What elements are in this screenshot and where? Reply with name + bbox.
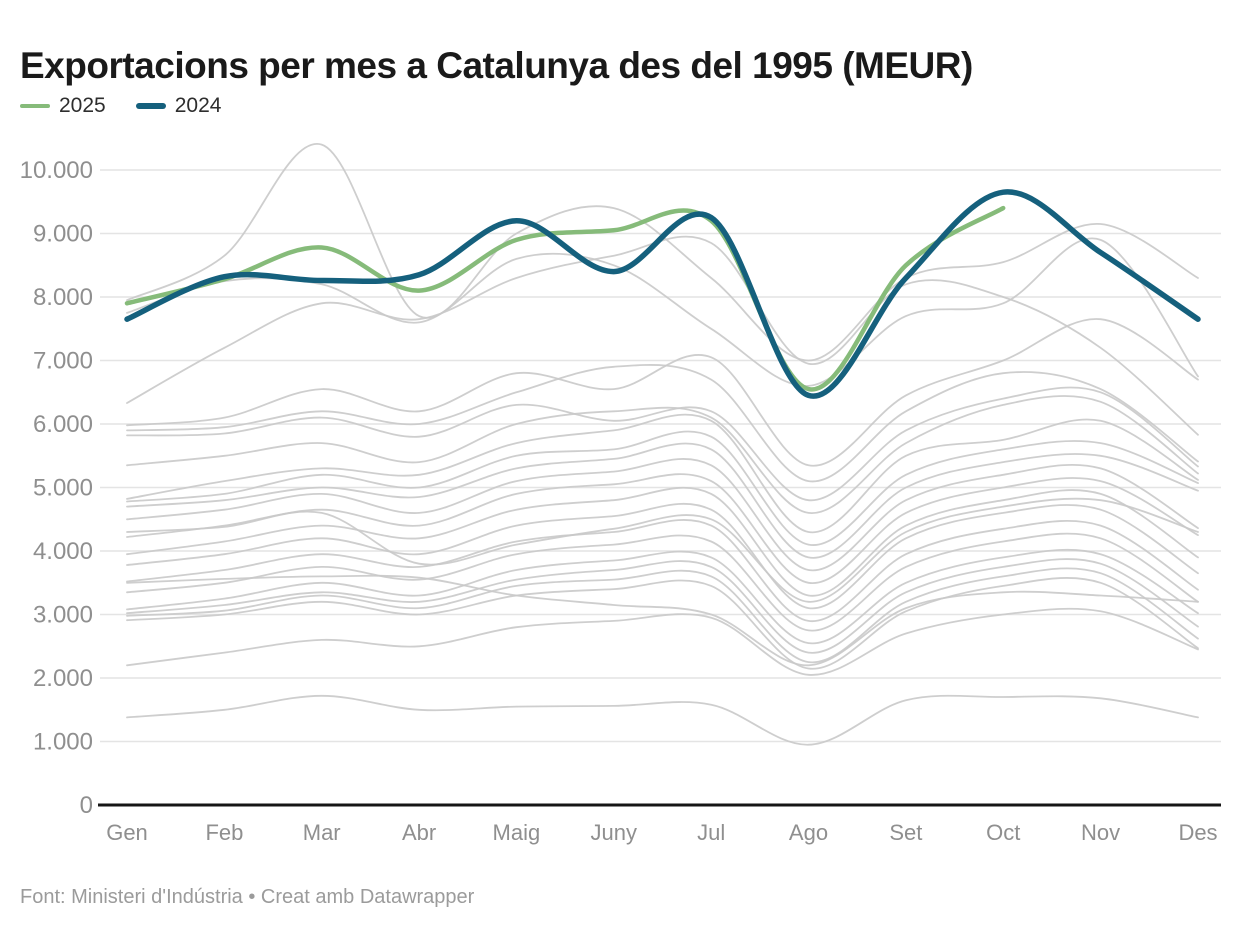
background-year-line bbox=[126, 386, 1199, 502]
x-tick-label: Gen bbox=[106, 820, 148, 845]
background-year-line bbox=[126, 430, 1199, 546]
y-tick-label: 4.000 bbox=[33, 538, 93, 565]
background-year-line bbox=[126, 413, 1199, 533]
x-tick-label: Set bbox=[889, 820, 922, 845]
x-tick-label: Maig bbox=[493, 820, 541, 845]
background-year-line bbox=[126, 694, 1199, 746]
y-tick-label: 6.000 bbox=[33, 411, 93, 438]
y-tick-label: 5.000 bbox=[33, 475, 93, 502]
background-year-line bbox=[126, 558, 1199, 654]
line-2025[interactable] bbox=[124, 205, 1006, 392]
x-tick-label: Nov bbox=[1081, 820, 1120, 845]
x-tick-label: Abr bbox=[402, 820, 436, 845]
background-year-line bbox=[126, 442, 1199, 559]
background-year-line bbox=[126, 143, 1199, 362]
background-year-line bbox=[126, 497, 1199, 603]
background-year-line bbox=[126, 607, 1199, 676]
background-year-line bbox=[126, 318, 1199, 467]
x-tick-label: Mar bbox=[303, 820, 341, 845]
background-year-line bbox=[126, 235, 1199, 436]
legend: 2025 2024 bbox=[20, 94, 221, 118]
legend-swatch-2025-icon bbox=[20, 104, 50, 108]
x-tick-label: Jul bbox=[697, 820, 725, 845]
legend-label-2025: 2025 bbox=[59, 94, 106, 117]
y-tick-label: 2.000 bbox=[33, 665, 93, 692]
x-tick-label: Ago bbox=[789, 820, 828, 845]
background-year-line bbox=[126, 577, 1199, 670]
x-tick-label: Juny bbox=[591, 820, 637, 845]
background-year-line bbox=[126, 519, 1199, 622]
x-tick-label: Des bbox=[1178, 820, 1217, 845]
legend-label-2024: 2024 bbox=[174, 94, 222, 117]
background-year-line bbox=[126, 395, 1199, 514]
source-note: Font: Ministeri d'Indústria • Creat amb … bbox=[20, 886, 475, 908]
x-tick-label: Oct bbox=[986, 820, 1020, 845]
y-tick-label: 7.000 bbox=[33, 348, 93, 375]
legend-item-2024[interactable]: 2024 bbox=[135, 94, 222, 118]
background-year-line bbox=[126, 502, 1199, 610]
y-tick-label: 3.000 bbox=[33, 602, 93, 629]
y-tick-label: 1.000 bbox=[33, 729, 93, 756]
y-tick-label: 0 bbox=[80, 792, 93, 819]
background-year-line bbox=[126, 574, 1199, 667]
background-year-line bbox=[126, 364, 1199, 483]
background-year-line bbox=[126, 532, 1199, 632]
background-year-line bbox=[126, 567, 1199, 664]
background-year-line bbox=[126, 473, 1199, 584]
background-year-line bbox=[126, 458, 1199, 572]
background-year-line bbox=[126, 548, 1199, 645]
chart-title: Exportacions per mes a Catalunya des del… bbox=[20, 44, 973, 86]
line-2024[interactable] bbox=[124, 189, 1201, 399]
background-year-line bbox=[126, 486, 1199, 597]
background-year-line bbox=[126, 237, 1199, 387]
y-tick-label: 9.000 bbox=[33, 221, 93, 248]
y-tick-label: 8.000 bbox=[33, 284, 93, 311]
y-tick-label: 10.000 bbox=[20, 157, 93, 184]
x-tick-label: Feb bbox=[205, 820, 243, 845]
legend-swatch-2024-icon bbox=[135, 103, 166, 109]
legend-item-2025[interactable]: 2025 bbox=[20, 94, 106, 118]
